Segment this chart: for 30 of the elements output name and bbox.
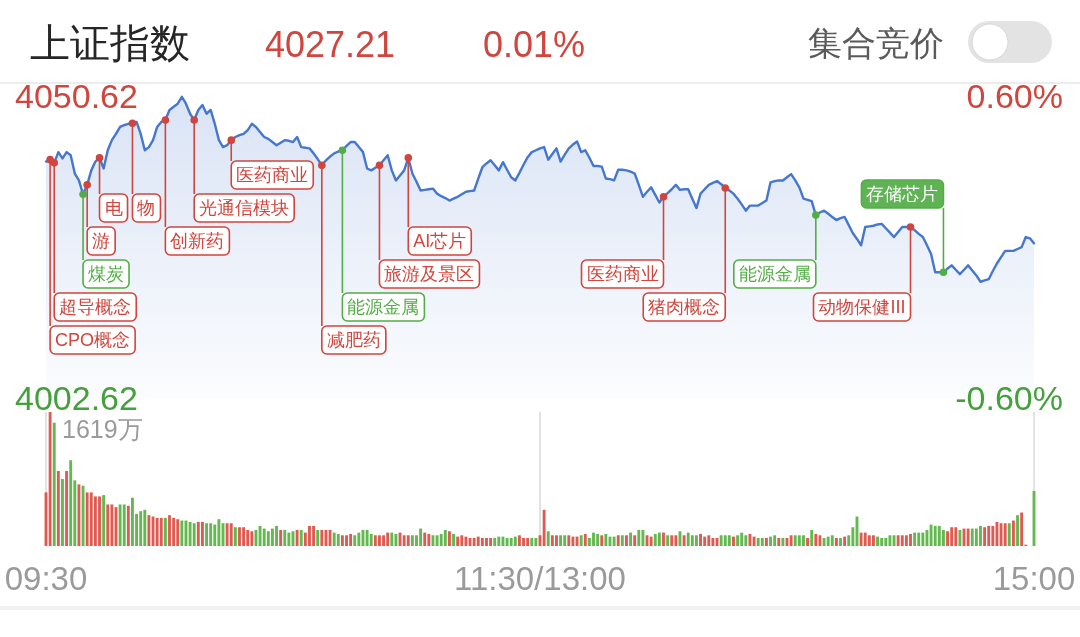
annotation: 创新药 (170, 231, 225, 251)
annotation: 能源金属 (738, 264, 811, 284)
annotation: 1619万 (62, 415, 143, 443)
x-tick-label: 11:30/13:00 (454, 560, 626, 597)
annotation: 存储芯片 (866, 184, 939, 204)
annotation: 旅游及景区 (384, 264, 475, 284)
annotation: 超导概念 (59, 297, 132, 317)
y-tick-label: 4002.62 (15, 379, 138, 417)
annotation: 能源金属 (347, 297, 420, 317)
annotation: 医药商业 (236, 165, 309, 185)
x-tick-label: 15:00 (992, 560, 1076, 597)
annotation: 物 (137, 198, 156, 218)
annotation: 煤炭 (88, 264, 125, 284)
y2-tick-label: 0.60% (966, 77, 1063, 115)
annotation: 猪肉概念 (648, 297, 721, 317)
annotation: 光通信模块 (199, 198, 290, 218)
text: 0.01% (483, 24, 586, 65)
annotation: 游 (92, 231, 111, 251)
annotation: AI芯片 (413, 231, 467, 251)
annotation: 电 (104, 198, 123, 218)
y-tick-label: 4050.62 (15, 77, 138, 115)
annotation: CPO概念 (55, 330, 131, 350)
annotation: 减肥药 (326, 330, 381, 350)
x-tick-label: 09:30 (4, 560, 88, 597)
annotation: 医药商业 (586, 264, 659, 284)
text: 4027.21 (265, 24, 396, 65)
annotation: 动物保健III (818, 297, 906, 317)
text: 集合竞价 (808, 24, 944, 62)
chart-title: 上证指数 (30, 21, 190, 65)
y2-tick-label: -0.60% (955, 379, 1063, 417)
